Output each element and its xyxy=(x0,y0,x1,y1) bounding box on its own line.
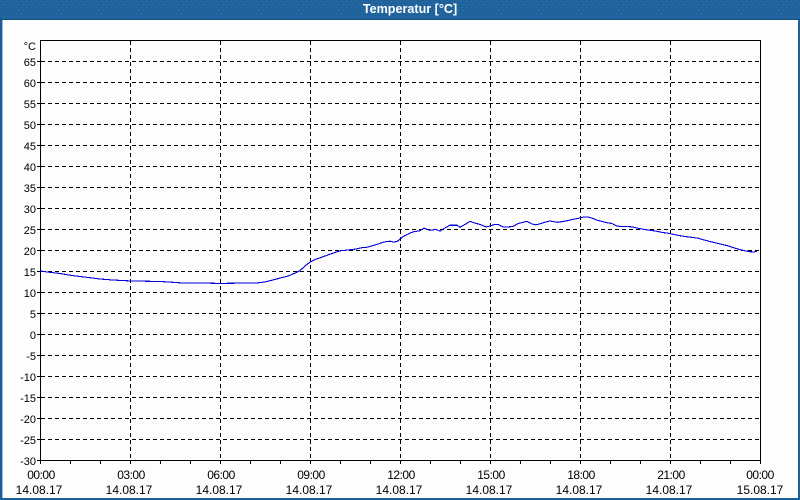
svg-text:00:00: 00:00 xyxy=(27,468,55,482)
svg-text:60: 60 xyxy=(24,78,36,90)
svg-text:-5: -5 xyxy=(26,351,36,363)
svg-text:-10: -10 xyxy=(20,372,36,384)
svg-text:15:00: 15:00 xyxy=(477,468,505,482)
svg-text:15.08.17: 15.08.17 xyxy=(737,483,784,497)
svg-text:14.08.17: 14.08.17 xyxy=(16,483,63,497)
svg-text:10: 10 xyxy=(24,288,36,300)
svg-text:-20: -20 xyxy=(20,414,36,426)
svg-text:21:00: 21:00 xyxy=(657,468,685,482)
svg-text:14.08.17: 14.08.17 xyxy=(556,483,603,497)
svg-text:14.08.17: 14.08.17 xyxy=(646,483,693,497)
svg-text:-30: -30 xyxy=(20,456,36,468)
svg-text:5: 5 xyxy=(30,309,36,321)
svg-text:-15: -15 xyxy=(20,393,36,405)
svg-text:25: 25 xyxy=(24,225,36,237)
svg-text:20: 20 xyxy=(24,246,36,258)
svg-text:03:00: 03:00 xyxy=(117,468,145,482)
svg-text:Temperatur [°C]: Temperatur [°C] xyxy=(363,2,457,16)
svg-text:14.08.17: 14.08.17 xyxy=(466,483,513,497)
svg-text:14.08.17: 14.08.17 xyxy=(196,483,243,497)
svg-text:00:00: 00:00 xyxy=(746,468,774,482)
svg-text:-25: -25 xyxy=(20,435,36,447)
svg-text:06:00: 06:00 xyxy=(207,468,235,482)
svg-text:14.08.17: 14.08.17 xyxy=(286,483,333,497)
svg-text:18:00: 18:00 xyxy=(567,468,595,482)
svg-text:14.08.17: 14.08.17 xyxy=(376,483,423,497)
svg-text:55: 55 xyxy=(24,99,36,111)
svg-text:0: 0 xyxy=(30,330,36,342)
svg-text:65: 65 xyxy=(24,57,36,69)
svg-text:40: 40 xyxy=(24,162,36,174)
svg-text:15: 15 xyxy=(24,267,36,279)
svg-text:45: 45 xyxy=(24,141,36,153)
svg-text:°C: °C xyxy=(24,41,36,53)
svg-text:50: 50 xyxy=(24,120,36,132)
svg-text:35: 35 xyxy=(24,183,36,195)
svg-text:30: 30 xyxy=(24,204,36,216)
svg-text:12:00: 12:00 xyxy=(387,468,415,482)
svg-text:14.08.17: 14.08.17 xyxy=(106,483,153,497)
svg-text:09:00: 09:00 xyxy=(297,468,325,482)
